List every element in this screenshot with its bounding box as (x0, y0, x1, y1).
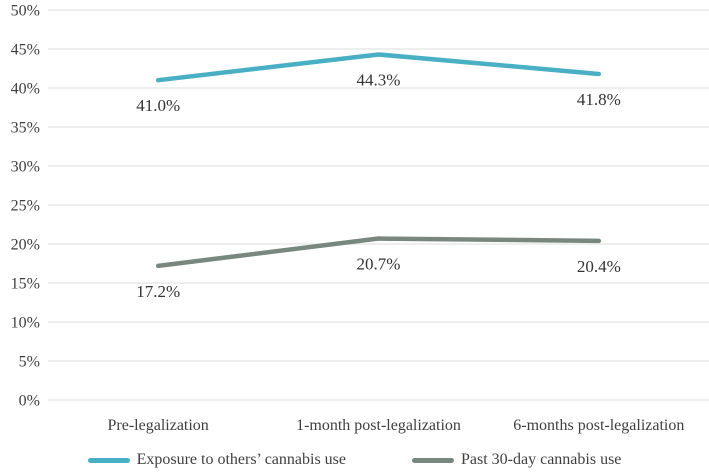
legend-label-past-30-day: Past 30-day cannabis use (461, 451, 622, 468)
x-axis-category-label: 6-months post-legalization (513, 417, 684, 434)
y-axis-tick-label: 15% (11, 276, 40, 293)
x-axis-category-label: Pre-legalization (108, 417, 209, 434)
y-axis-tick-label: 5% (19, 354, 40, 371)
series-line-0 (155, 52, 602, 83)
y-axis-tick-label: 25% (11, 198, 40, 215)
y-axis-tick-label: 20% (11, 237, 40, 254)
data-point-label: 41.8% (577, 90, 621, 109)
legend-item-past-30-day: Past 30-day cannabis use (412, 451, 621, 469)
data-point-label: 20.7% (357, 255, 401, 274)
y-axis-tick-label: 0% (19, 393, 40, 410)
data-point-label: 41.0% (136, 96, 180, 115)
data-point-label: 20.4% (577, 257, 621, 276)
legend: Exposure to others’ cannabis use Past 30… (0, 451, 709, 469)
legend-label-exposure: Exposure to others’ cannabis use (136, 451, 346, 468)
y-axis-tick-label: 50% (11, 3, 40, 20)
y-axis-tick-label: 35% (11, 120, 40, 137)
data-point-label: 44.3% (357, 70, 401, 89)
y-axis-tick-label: 45% (11, 42, 40, 59)
y-axis-tick-label: 40% (11, 81, 40, 98)
data-point-label: 17.2% (136, 282, 180, 301)
series-line-1 (155, 236, 602, 269)
legend-swatch-past-30-day-icon (412, 457, 454, 463)
y-axis-tick-label: 10% (11, 315, 40, 332)
legend-swatch-exposure-icon (87, 457, 130, 463)
x-axis-category-label: 1-month post-legalization (296, 417, 461, 434)
y-axis-tick-label: 30% (11, 159, 40, 176)
legend-item-exposure: Exposure to others’ cannabis use (87, 451, 346, 469)
